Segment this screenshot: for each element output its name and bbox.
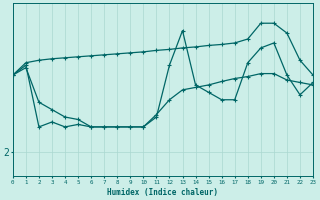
X-axis label: Humidex (Indice chaleur): Humidex (Indice chaleur) bbox=[108, 188, 219, 197]
